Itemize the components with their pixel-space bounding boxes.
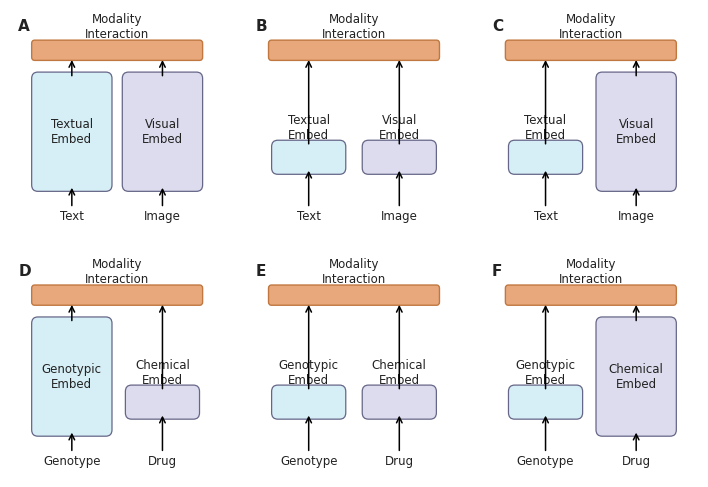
FancyBboxPatch shape: [268, 285, 440, 305]
Text: Image: Image: [618, 210, 655, 223]
Text: Text: Text: [60, 210, 84, 223]
Text: Drug: Drug: [384, 455, 414, 468]
Text: Modality
Interaction: Modality Interaction: [85, 13, 149, 41]
FancyBboxPatch shape: [506, 285, 676, 305]
Text: Chemical
Embed: Chemical Embed: [372, 359, 427, 387]
Text: Drug: Drug: [622, 455, 651, 468]
Text: Modality
Interaction: Modality Interaction: [559, 13, 623, 41]
Text: Visual
Embed: Visual Embed: [142, 118, 183, 146]
Text: Genotypic
Embed: Genotypic Embed: [515, 359, 576, 387]
Text: B: B: [255, 19, 267, 34]
Text: Text: Text: [297, 210, 321, 223]
Text: F: F: [492, 264, 503, 279]
FancyBboxPatch shape: [362, 385, 436, 419]
Text: E: E: [255, 264, 266, 279]
Text: Genotypic
Embed: Genotypic Embed: [279, 359, 338, 387]
Text: Modality
Interaction: Modality Interaction: [85, 258, 149, 286]
Text: Genotype: Genotype: [280, 455, 338, 468]
Text: Chemical
Embed: Chemical Embed: [135, 359, 190, 387]
Text: A: A: [18, 19, 30, 34]
Text: Image: Image: [381, 210, 418, 223]
Text: Chemical
Embed: Chemical Embed: [609, 363, 663, 391]
Text: Textual
Embed: Textual Embed: [525, 114, 566, 142]
Text: Modality
Interaction: Modality Interaction: [559, 258, 623, 286]
Text: Visual
Embed: Visual Embed: [379, 114, 420, 142]
Text: Textual
Embed: Textual Embed: [51, 118, 93, 146]
Text: Text: Text: [534, 210, 557, 223]
Text: Modality
Interaction: Modality Interaction: [322, 13, 386, 41]
FancyBboxPatch shape: [508, 385, 583, 419]
FancyBboxPatch shape: [268, 40, 440, 60]
FancyBboxPatch shape: [122, 72, 202, 191]
FancyBboxPatch shape: [32, 285, 202, 305]
Text: Textual
Embed: Textual Embed: [287, 114, 330, 142]
Text: D: D: [18, 264, 31, 279]
Text: Genotype: Genotype: [517, 455, 574, 468]
FancyBboxPatch shape: [506, 40, 676, 60]
FancyBboxPatch shape: [32, 40, 202, 60]
FancyBboxPatch shape: [596, 317, 676, 436]
FancyBboxPatch shape: [596, 72, 676, 191]
FancyBboxPatch shape: [272, 140, 346, 174]
FancyBboxPatch shape: [508, 140, 583, 174]
Text: Drug: Drug: [148, 455, 177, 468]
Text: Modality
Interaction: Modality Interaction: [322, 258, 386, 286]
FancyBboxPatch shape: [32, 72, 112, 191]
Text: Visual
Embed: Visual Embed: [616, 118, 657, 146]
Text: Genotypic
Embed: Genotypic Embed: [42, 363, 102, 391]
Text: Genotype: Genotype: [43, 455, 101, 468]
FancyBboxPatch shape: [125, 385, 200, 419]
FancyBboxPatch shape: [362, 140, 436, 174]
FancyBboxPatch shape: [272, 385, 346, 419]
Text: Image: Image: [144, 210, 181, 223]
FancyBboxPatch shape: [32, 317, 112, 436]
Text: C: C: [492, 19, 503, 34]
